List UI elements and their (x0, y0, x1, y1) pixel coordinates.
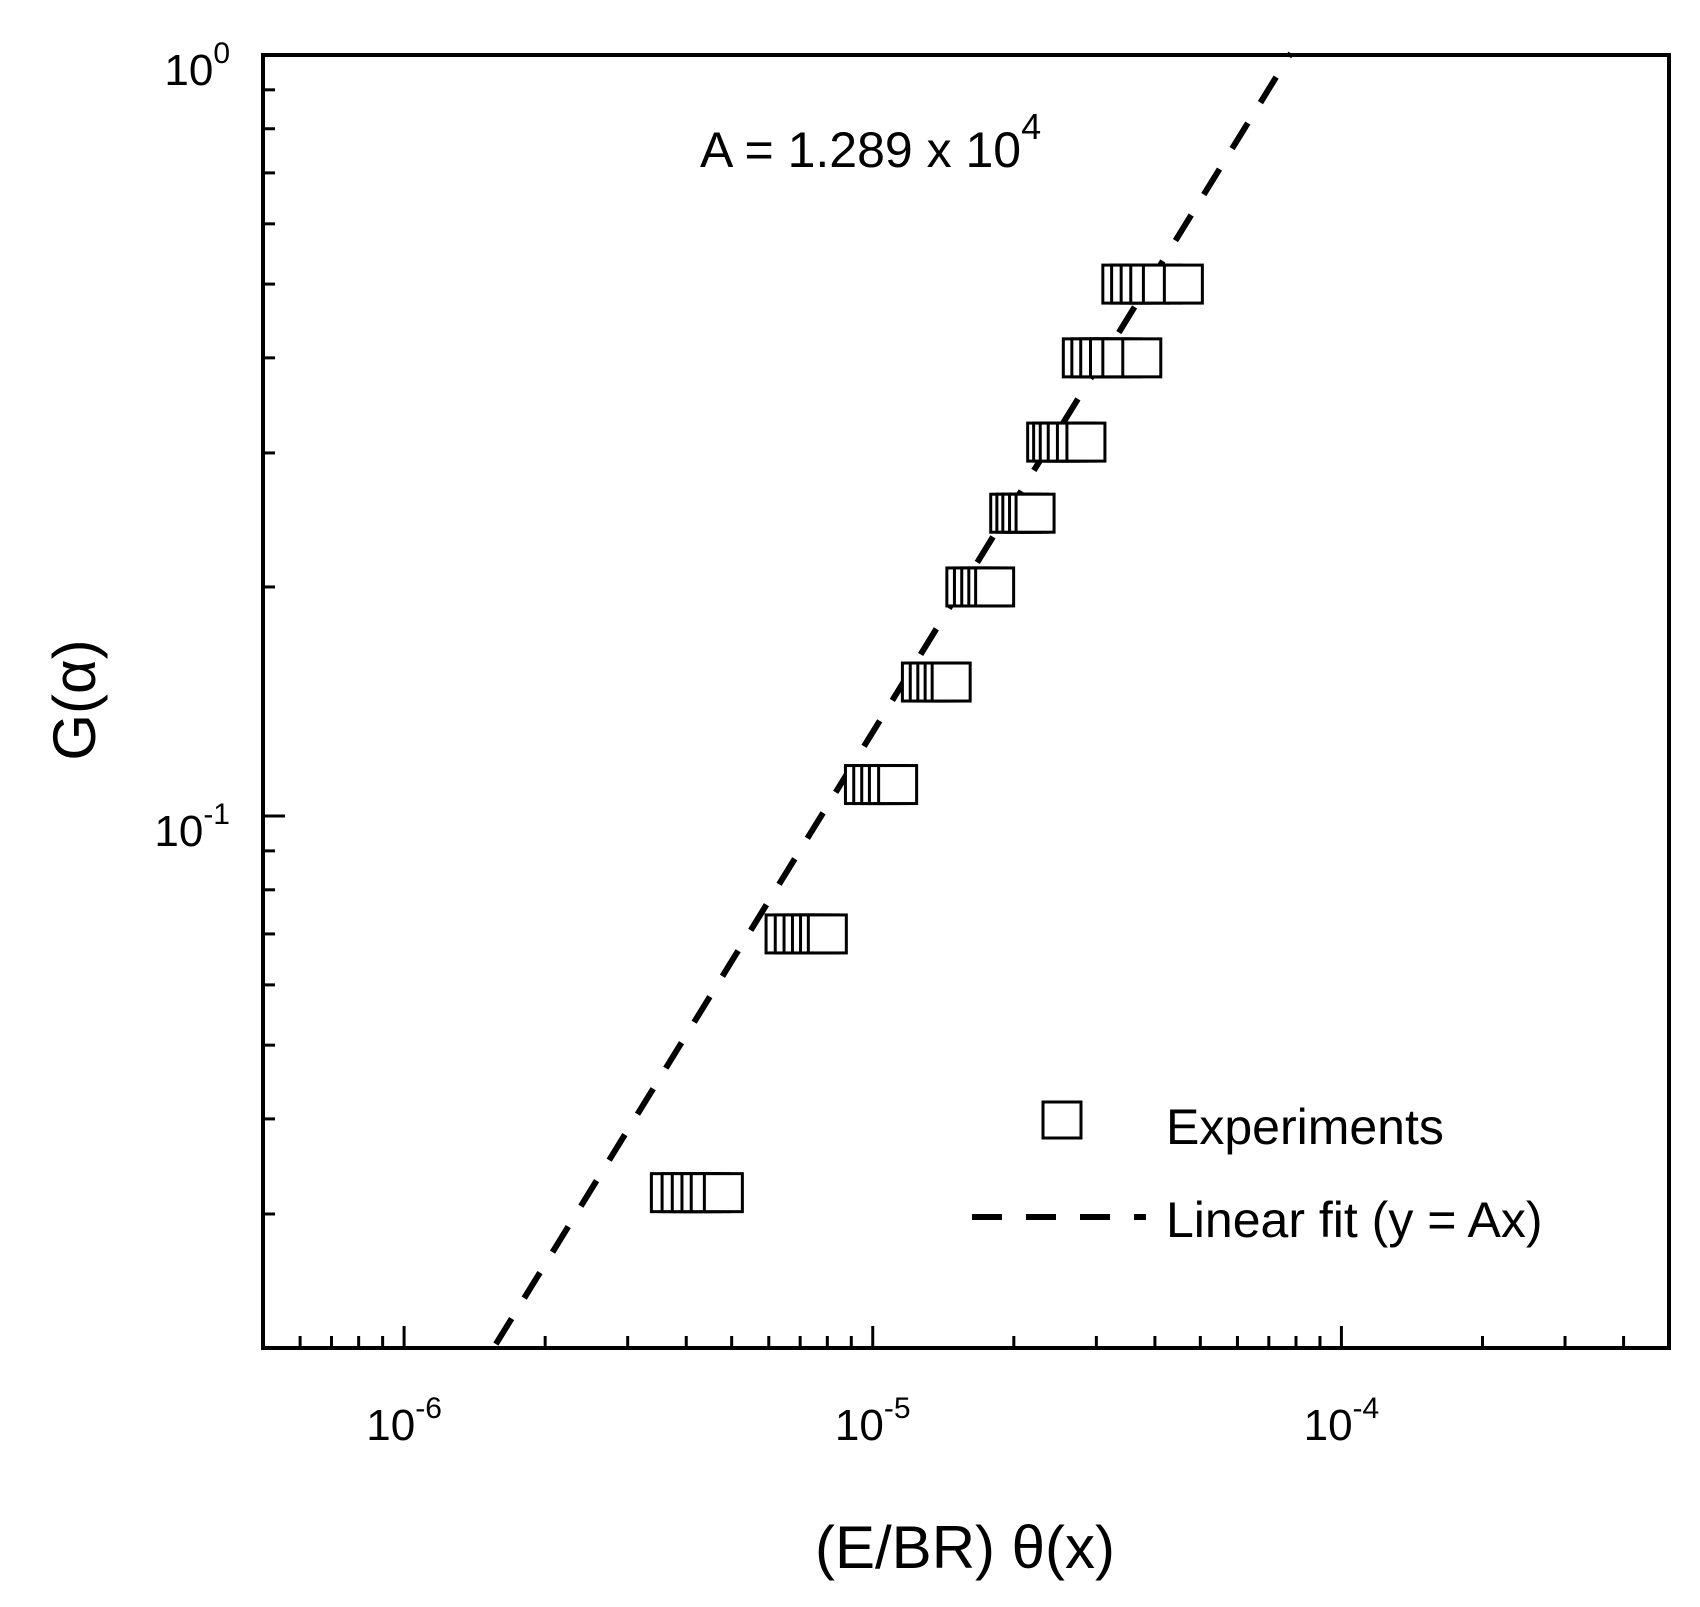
x-tick-label: 10-5 (835, 1392, 911, 1450)
legend: Experiments Linear fit (y = Ax) (972, 1099, 1543, 1248)
data-point (1162, 263, 1204, 305)
tick-labels: 10-6 10-5 10-4 10-1 100 (154, 37, 1379, 1450)
data-point (930, 661, 972, 703)
marker-layer (649, 263, 1204, 1214)
data-point (974, 566, 1016, 608)
data-point (1121, 337, 1163, 379)
axis-ticks (261, 53, 1671, 1350)
data-point (702, 1172, 744, 1214)
legend-experiments-marker (1041, 1100, 1083, 1140)
x-tick-label: 10-4 (1304, 1392, 1380, 1450)
legend-fit-label: Linear fit (y = Ax) (1166, 1192, 1543, 1248)
data-point (806, 913, 848, 955)
y-tick-label: 10-1 (154, 798, 230, 856)
data-point (1065, 421, 1107, 463)
y-tick-label: 100 (164, 37, 230, 95)
fit-annotation: A = 1.289 x 104 (700, 106, 1041, 178)
legend-experiments-label: Experiments (1166, 1099, 1444, 1155)
x-axis-label: (E/BR) θ(x) (815, 1514, 1115, 1581)
data-point (1014, 492, 1056, 534)
plot-frame (261, 53, 1671, 1350)
x-tick-label: 10-6 (366, 1392, 442, 1450)
y-axis-label: G(α) (41, 639, 108, 760)
data-point (877, 764, 919, 806)
